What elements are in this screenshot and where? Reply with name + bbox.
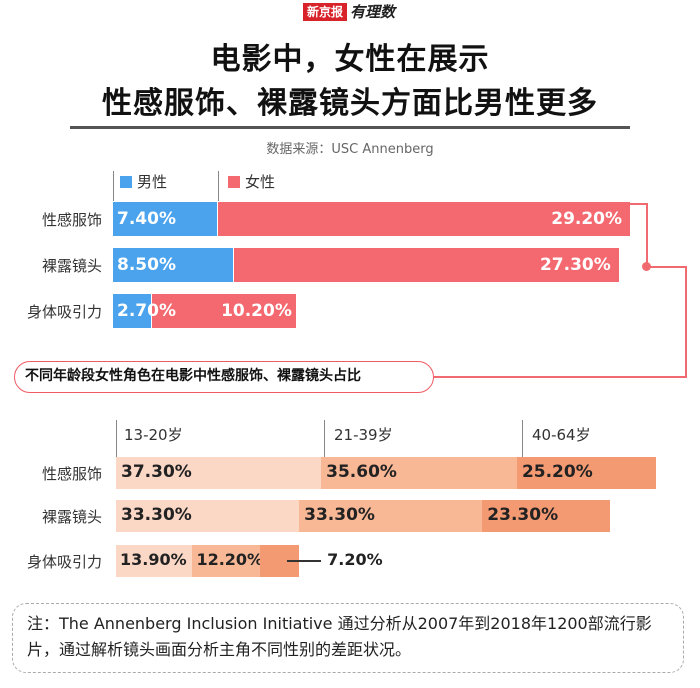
bracket-bottom	[434, 376, 687, 378]
bar-age-13-20-attractiveness	[116, 545, 193, 577]
value-age-40-64-nudity: 23.30%	[487, 505, 559, 525]
bar-age-21-39-attractiveness	[192, 545, 260, 577]
value-male-nudity: 8.50%	[117, 255, 176, 275]
bar-age-21-39-sexy-attire	[321, 457, 517, 489]
legend-swatch-female	[228, 175, 240, 188]
age-row-label-sexy-attire: 性感服饰	[41, 465, 102, 483]
bar-male-attractiveness	[113, 294, 152, 328]
bracket-arm	[650, 266, 686, 268]
bar-age-13-20-nudity	[116, 500, 300, 532]
legend-divider-1	[113, 171, 114, 201]
legend-male: 男性	[120, 171, 167, 192]
logo-brand: 新京报	[303, 3, 348, 21]
bar-age-21-39-nudity	[299, 500, 483, 532]
age-label-21-39: 21-39岁	[334, 426, 393, 444]
value-female-sexy-attire: 29.20%	[551, 209, 623, 229]
value-female-nudity: 27.30%	[539, 255, 611, 275]
age-label-40-64: 40-64岁	[532, 426, 591, 444]
age-divider-2	[324, 420, 325, 460]
value-age-21-39-nudity: 33.30%	[304, 505, 375, 525]
data-source: 数据来源：USC Annenberg	[266, 142, 434, 157]
row-label-attractiveness: 身体吸引力	[26, 303, 102, 321]
bracket-upper	[646, 203, 648, 266]
value-age-40-64-sexy-attire: 25.20%	[521, 462, 593, 482]
bracket-dot	[642, 262, 651, 271]
value-age-13-20-nudity: 33.30%	[121, 505, 192, 525]
value-age-40-64-attractiveness: 7.20%	[327, 550, 383, 569]
value-male-attractiveness: 2.70%	[117, 301, 176, 321]
bar-male-sexy-attire	[113, 202, 218, 236]
row-label-sexy-attire: 性感服饰	[41, 211, 102, 229]
legend-divider-2	[218, 171, 219, 201]
bar-age-13-20-sexy-attire	[116, 457, 322, 489]
leader-line-attractiveness	[287, 560, 322, 562]
bar-female-attractiveness	[152, 294, 296, 328]
legend-label-female: 女性	[245, 173, 276, 191]
page-title-line1: 电影中，女性在展示	[210, 42, 490, 77]
legend-label-male: 男性	[137, 173, 168, 191]
bar-female-nudity	[233, 248, 619, 282]
age-chart-title: 不同年龄段女性角色在电影中性感服饰、裸露镜头占比	[14, 361, 434, 393]
bar-age-40-64-nudity	[482, 500, 611, 532]
value-age-21-39-attractiveness: 12.20%	[196, 550, 264, 569]
title-rule	[70, 126, 630, 129]
age-divider-1	[116, 420, 117, 460]
value-male-sexy-attire: 7.40%	[117, 209, 176, 229]
age-row-label-nudity: 裸露镜头	[41, 508, 102, 526]
page-title-line2: 性感服饰、裸露镜头方面比男性更多	[102, 86, 598, 121]
logo-subbrand: 有理数	[350, 3, 396, 21]
age-divider-3	[522, 420, 523, 460]
row-label-nudity: 裸露镜头	[41, 257, 102, 275]
bar-age-40-64-sexy-attire	[516, 457, 656, 489]
footnote: 注：The Annenberg Inclusion Initiative 通过分…	[12, 603, 684, 673]
legend-swatch-male	[120, 175, 132, 188]
value-age-13-20-sexy-attire: 37.30%	[121, 462, 192, 482]
bracket-top	[630, 203, 647, 205]
bracket-right	[685, 266, 687, 377]
value-age-13-20-attractiveness: 13.90%	[120, 550, 187, 569]
value-age-21-39-sexy-attire: 35.60%	[326, 462, 397, 482]
age-label-13-20: 13-20岁	[124, 426, 183, 444]
value-female-attractiveness: 10.20%	[221, 301, 292, 321]
legend-female: 女性	[228, 171, 275, 192]
brand-logo: 新京报 有理数	[303, 3, 395, 21]
bar-male-nudity	[113, 248, 233, 282]
age-row-label-attractiveness: 身体吸引力	[26, 553, 102, 571]
bar-female-sexy-attire	[218, 202, 631, 236]
